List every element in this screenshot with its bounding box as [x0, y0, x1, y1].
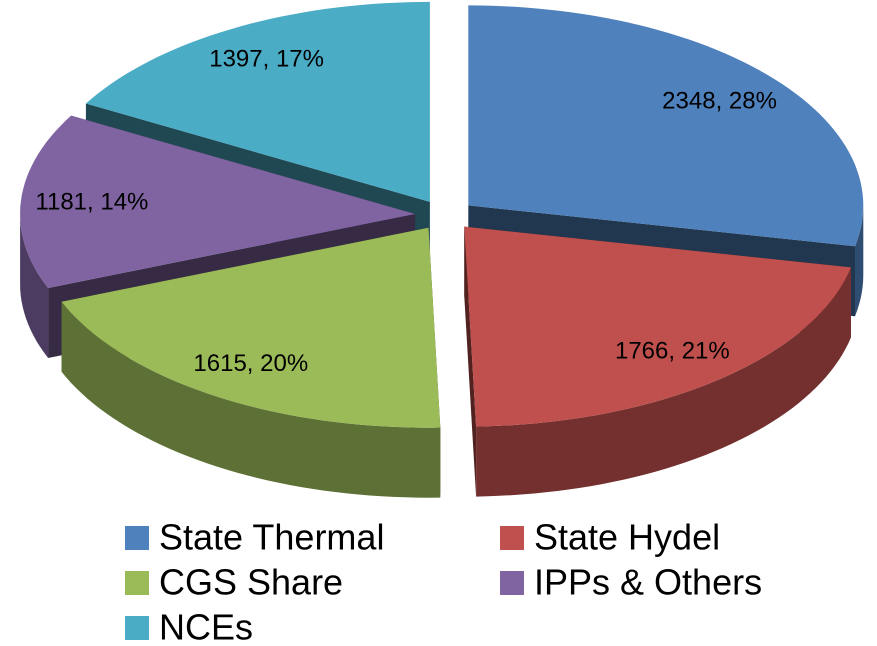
slice-side — [20, 214, 49, 358]
slice-top — [61, 227, 441, 428]
data-label: 1181, 14% — [35, 188, 148, 215]
legend-swatch — [125, 526, 149, 550]
slice-side — [61, 301, 441, 498]
legend-swatch — [125, 616, 149, 640]
data-label: 1615, 20% — [193, 350, 308, 377]
legend-swatch — [500, 526, 524, 550]
legend-label: CGS Share — [159, 562, 343, 603]
legend-swatch — [500, 571, 524, 595]
slice-side — [855, 205, 864, 317]
slice — [464, 226, 851, 497]
legend-swatch — [125, 571, 149, 595]
legend-label: IPPs & Others — [534, 562, 762, 603]
legend-label: NCEs — [159, 607, 253, 646]
slice-top — [464, 226, 851, 427]
slice-top — [20, 115, 416, 288]
data-label: 1766, 21% — [615, 338, 730, 365]
slice-wall — [464, 226, 477, 497]
slice-top — [468, 5, 864, 247]
slice-side — [476, 267, 851, 497]
slice-top — [85, 1, 430, 202]
data-label: 1397, 17% — [209, 46, 324, 73]
legend-label: State Thermal — [159, 517, 384, 558]
legend-label: State Hydel — [534, 517, 720, 558]
data-label: 2348, 28% — [662, 87, 777, 114]
slice — [61, 227, 441, 498]
